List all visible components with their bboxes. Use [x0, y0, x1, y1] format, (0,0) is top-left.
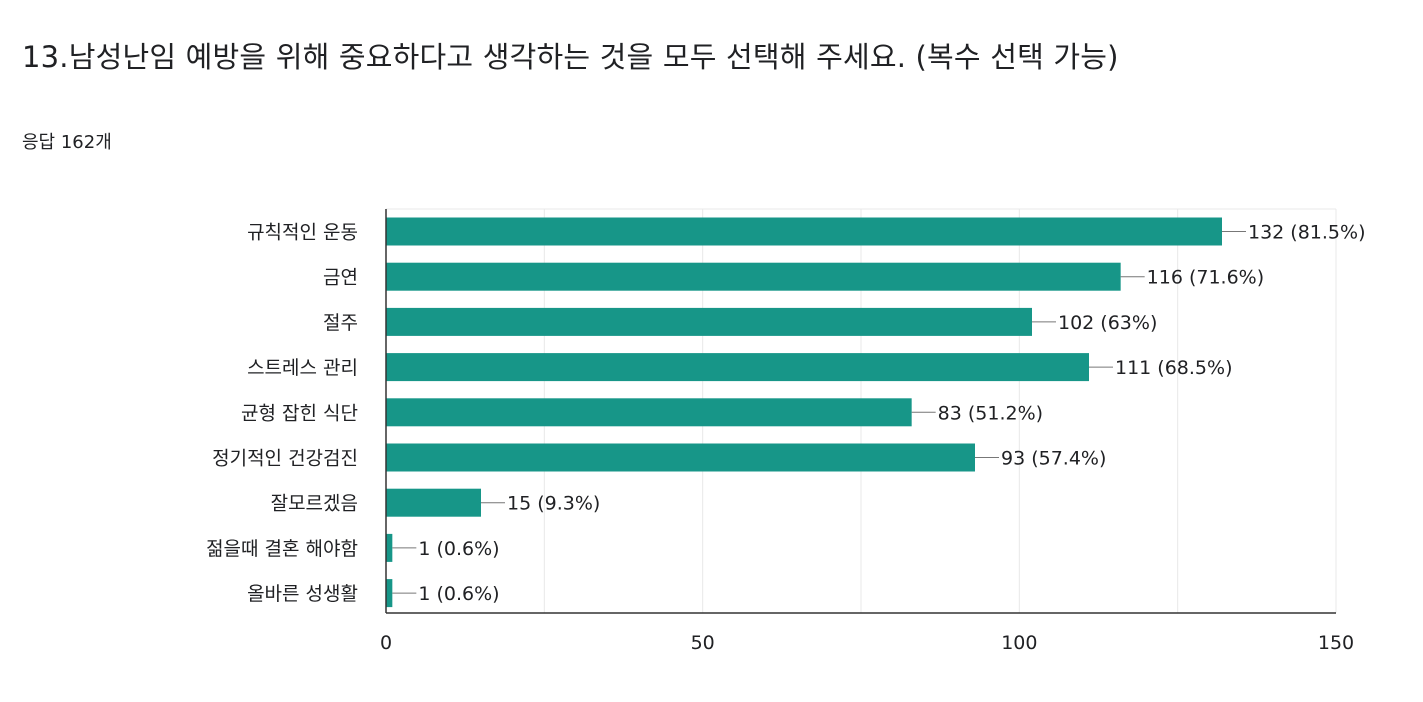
data-label: 1 (0.6%): [418, 538, 499, 560]
bar: [386, 398, 912, 427]
bar: [386, 488, 481, 517]
x-tick-label: 50: [691, 632, 715, 654]
bar: [386, 262, 1121, 291]
x-tick-label: 0: [380, 632, 392, 654]
category-label: 절주: [323, 312, 358, 334]
category-label: 올바른 성생활: [247, 583, 358, 605]
category-label: 젊을때 결혼 해야함: [206, 538, 358, 560]
data-label: 116 (71.6%): [1147, 267, 1265, 289]
category-label: 스트레스 관리: [247, 357, 358, 379]
data-label: 132 (81.5%): [1248, 222, 1366, 244]
bars: [386, 217, 1222, 608]
x-axis-tick-labels: 0 50 100 150: [380, 632, 1354, 654]
category-label: 정기적인 건강검진: [212, 448, 358, 470]
bar: [386, 443, 975, 472]
data-label: 102 (63%): [1058, 312, 1157, 334]
category-label: 잘모르겠음: [271, 493, 358, 515]
question-title: 13.남성난임 예방을 위해 중요하다고 생각하는 것을 모두 선택해 주세요.…: [22, 40, 1119, 74]
data-label: 83 (51.2%): [938, 402, 1043, 424]
axes: [385, 209, 1336, 614]
bar: [386, 533, 393, 562]
category-label: 금연: [323, 267, 358, 289]
data-label: 111 (68.5%): [1115, 357, 1233, 379]
data-labels: 132 (81.5%) 116 (71.6%) 102 (63%) 111 (68.5…: [418, 222, 1365, 606]
x-tick-label: 100: [1001, 632, 1037, 654]
bar: [386, 217, 1222, 246]
category-label: 규칙적인 운동: [247, 222, 358, 244]
leader-lines: [392, 231, 1246, 594]
data-label: 1 (0.6%): [418, 583, 499, 605]
bar: [386, 307, 1032, 336]
bar: [386, 579, 393, 608]
data-label: 93 (57.4%): [1001, 448, 1106, 470]
x-tick-label: 150: [1318, 632, 1354, 654]
bar: [386, 353, 1089, 382]
category-label: 균형 잡힌 식단: [241, 402, 358, 424]
response-count: 응답 162개: [22, 132, 112, 153]
data-label: 15 (9.3%): [507, 493, 600, 515]
